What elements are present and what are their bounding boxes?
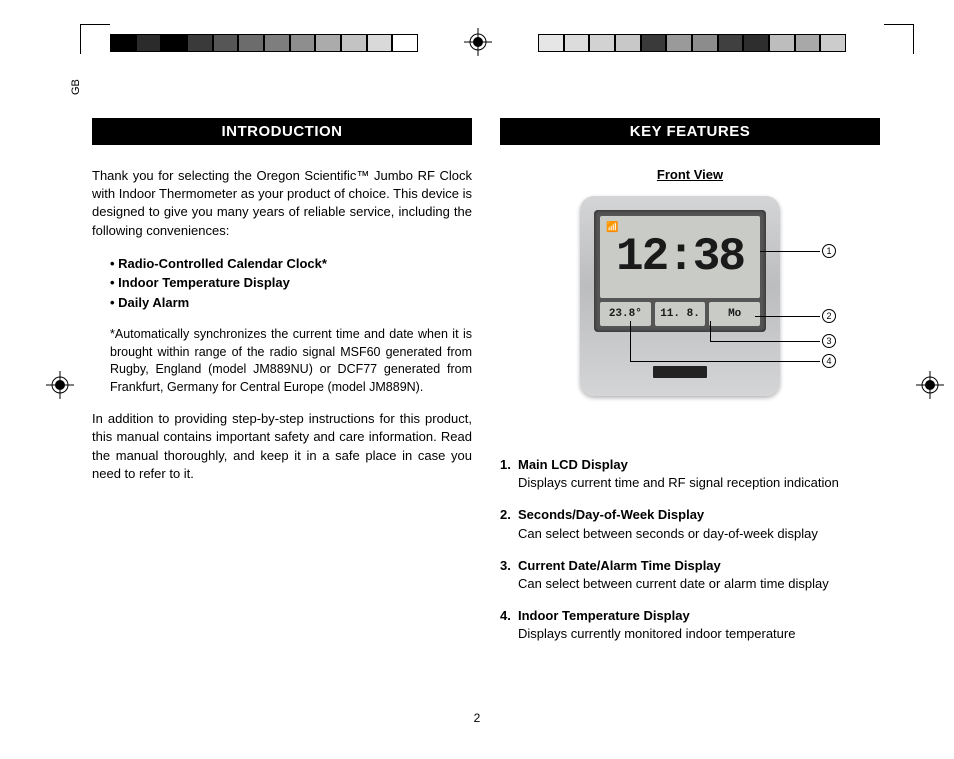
brand-plate <box>653 366 707 378</box>
feature-main-lcd: 1.Main LCD Display Displays current time… <box>500 456 880 492</box>
lcd-bezel: 📶 12:38 23.8° 11. 8. Mo <box>594 210 766 332</box>
lcd-temperature: 23.8° <box>600 302 651 326</box>
column-key-features: KEY FEATURES Front View 📶 12:38 23.8° 11… <box>500 118 880 658</box>
color-bar-left <box>110 34 418 52</box>
front-view-label: Front View <box>500 167 880 182</box>
feature-indoor-temp: 4.Indoor Temperature Display Displays cu… <box>500 607 880 643</box>
time-value: 12:38 <box>616 231 744 283</box>
lcd-main-display: 📶 12:38 <box>600 216 760 298</box>
rf-signal-icon: 📶 <box>606 222 616 234</box>
feature-list: 1.Main LCD Display Displays current time… <box>500 456 880 644</box>
sync-footnote: *Automatically synchronizes the current … <box>110 326 472 396</box>
feature-bullets: Radio-Controlled Calendar Clock* Indoor … <box>110 254 472 313</box>
bullet-radio-clock: Radio-Controlled Calendar Clock* <box>110 254 472 274</box>
device-body: 📶 12:38 23.8° 11. 8. Mo <box>580 196 780 396</box>
intro-paragraph-2: In addition to providing step-by-step in… <box>92 410 472 483</box>
feature-title: Seconds/Day-of-Week Display <box>518 507 704 522</box>
lcd-date: 11. 8. <box>655 302 706 326</box>
color-bar-right <box>538 34 846 52</box>
bullet-daily-alarm: Daily Alarm <box>110 293 472 313</box>
intro-paragraph-1: Thank you for selecting the Oregon Scien… <box>92 167 472 240</box>
callout-line-3b <box>710 341 820 342</box>
heading-introduction: INTRODUCTION <box>92 118 472 145</box>
callout-line-4 <box>630 321 631 361</box>
feature-seconds-dow: 2.Seconds/Day-of-Week Display Can select… <box>500 506 880 542</box>
feature-desc: Can select between current date or alarm… <box>518 575 880 593</box>
callout-number-1: 1 <box>822 244 836 258</box>
bullet-indoor-temp: Indoor Temperature Display <box>110 273 472 293</box>
feature-desc: Displays currently monitored indoor temp… <box>518 625 880 643</box>
callout-number-2: 2 <box>822 309 836 323</box>
crop-mark-tr <box>884 24 914 54</box>
feature-title: Main LCD Display <box>518 457 628 472</box>
crop-mark-tl <box>80 24 110 54</box>
feature-desc: Displays current time and RF signal rece… <box>518 474 880 492</box>
column-introduction: INTRODUCTION Thank you for selecting the… <box>92 118 472 497</box>
device-diagram: 📶 12:38 23.8° 11. 8. Mo 1 2 3 4 <box>500 196 880 416</box>
heading-key-features: KEY FEATURES <box>500 118 880 145</box>
registration-mark-right <box>916 371 944 399</box>
callout-number-4: 4 <box>822 354 836 368</box>
feature-date-alarm: 3.Current Date/Alarm Time Display Can se… <box>500 557 880 593</box>
callout-number-3: 3 <box>822 334 836 348</box>
feature-desc: Can select between seconds or day-of-wee… <box>518 525 880 543</box>
language-tab: GB <box>70 79 82 95</box>
registration-mark-top <box>464 28 492 56</box>
lcd-day: Mo <box>709 302 760 326</box>
callout-line-3 <box>710 321 711 341</box>
page-number: 2 <box>0 711 954 725</box>
callout-line-1 <box>760 251 820 252</box>
callout-line-4b <box>630 361 820 362</box>
feature-title: Current Date/Alarm Time Display <box>518 558 721 573</box>
registration-mark-left <box>46 371 74 399</box>
feature-title: Indoor Temperature Display <box>518 608 690 623</box>
callout-line-2 <box>755 316 820 317</box>
